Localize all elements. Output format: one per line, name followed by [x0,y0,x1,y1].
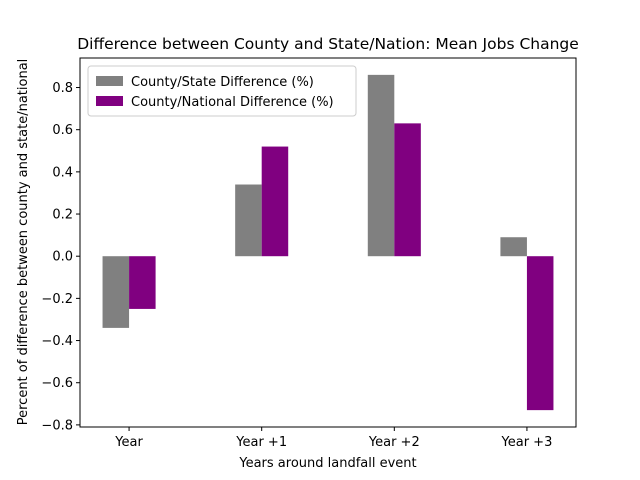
bar [129,256,156,309]
y-axis-label: Percent of difference between county and… [16,59,31,426]
bar [526,256,554,411]
y-tick-label: 0.6 [52,123,73,138]
bar [367,74,395,257]
y-tick-label: 0.8 [52,81,73,96]
y-tick-label: −0.8 [41,418,73,433]
y-tick-label: 0.0 [52,250,73,265]
y-tick-label: 0.4 [52,165,73,180]
x-axis-label: Years around landfall event [238,456,416,471]
chart-title: Difference between County and State/Nati… [77,35,579,53]
bar [394,123,421,257]
legend-swatch [96,96,123,106]
x-tick-label: Year [114,435,143,450]
plot-frame [79,57,577,428]
legend-frame [87,65,357,117]
legend-label: County/State Difference (%) [131,75,314,90]
bar [102,256,130,328]
x-tick-label: Year +1 [235,435,287,450]
legend: County/State Difference (%) County/Nation… [87,65,357,117]
y-tick-label: −0.4 [41,334,73,349]
legend-swatch [96,76,123,86]
y-tick-label: −0.6 [41,376,73,391]
x-tick-label: Year +3 [501,435,553,450]
y-tick-label: 0.2 [52,208,73,223]
bar [500,237,527,257]
legend-label: County/National Difference (%) [131,95,334,110]
y-tick-label: −0.2 [41,292,73,307]
bar [235,184,262,257]
bar [261,146,289,257]
x-tick-label: Year +2 [368,435,420,450]
